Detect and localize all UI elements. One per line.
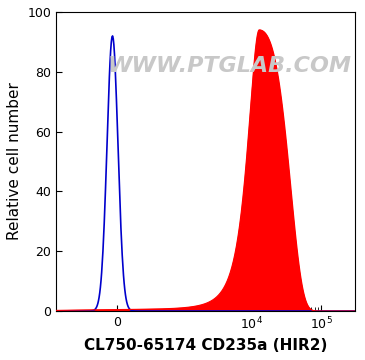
- Text: WWW.PTGLAB.COM: WWW.PTGLAB.COM: [107, 56, 351, 76]
- X-axis label: CL750-65174 CD235a (HIR2): CL750-65174 CD235a (HIR2): [84, 338, 327, 353]
- Y-axis label: Relative cell number: Relative cell number: [7, 82, 22, 240]
